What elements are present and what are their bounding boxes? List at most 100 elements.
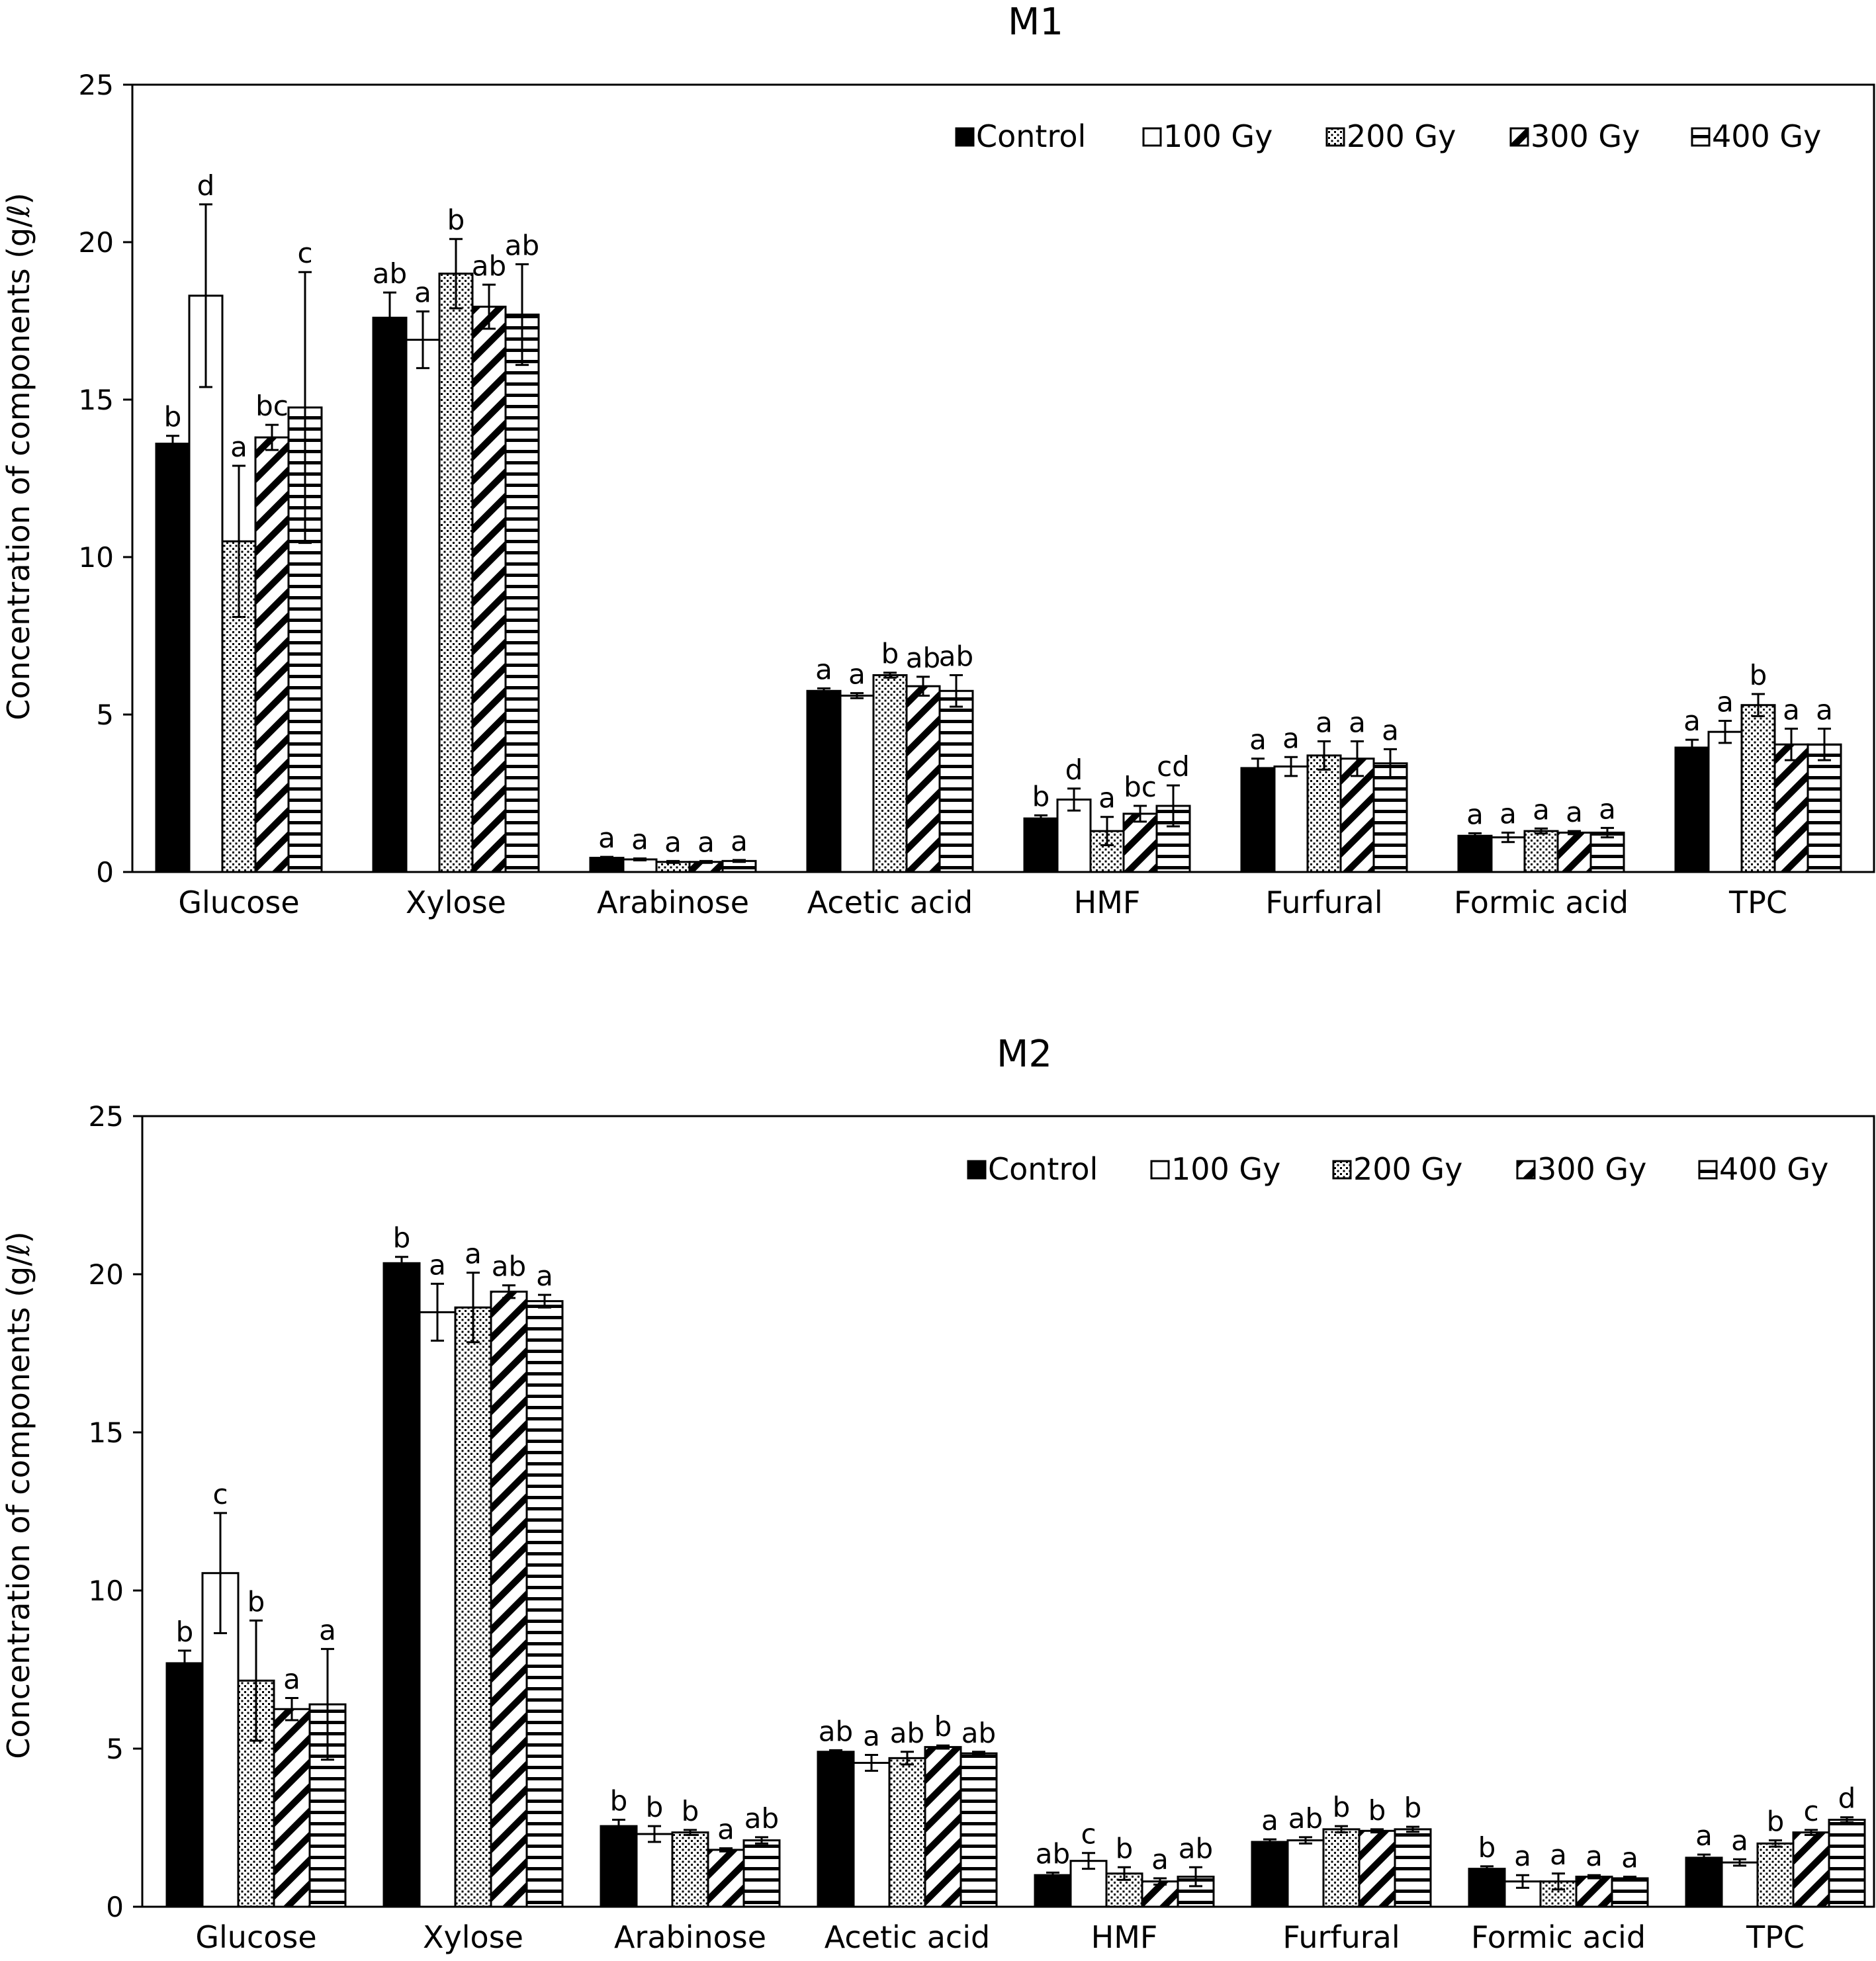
y-tick-label: 15 xyxy=(79,384,114,416)
error-bar xyxy=(416,310,429,369)
error-bar xyxy=(1752,693,1765,717)
bar-400-gy-acetic-acid xyxy=(938,689,974,873)
bar-100-gy-acetic-acid xyxy=(839,694,875,873)
significance-letter: a xyxy=(1098,782,1116,814)
error-bar xyxy=(502,1284,515,1299)
bar-300-gy-glucose xyxy=(254,436,290,873)
error-bar xyxy=(600,855,613,860)
significance-letter: a xyxy=(1717,686,1734,719)
bar-control-formic-acid xyxy=(1457,834,1493,873)
error-bar xyxy=(1251,758,1265,779)
error-bar xyxy=(699,859,713,864)
significance-letter: a xyxy=(1151,1843,1169,1876)
legend-swatch xyxy=(1691,127,1711,147)
y-tick-label: 5 xyxy=(106,1733,124,1765)
significance-letter: a xyxy=(536,1260,553,1292)
y-tick-label: 10 xyxy=(89,1575,124,1607)
significance-letter: ab xyxy=(1179,1832,1213,1864)
category-label: HMF xyxy=(1091,1919,1158,1955)
bar-300-gy-tpc xyxy=(1773,743,1809,873)
bar-300-gy-furfural xyxy=(1358,1829,1396,1908)
error-bar xyxy=(1480,1865,1494,1872)
significance-letter: a xyxy=(1586,1840,1603,1872)
bar-100-gy-tpc xyxy=(1720,1861,1759,1908)
significance-letter: b xyxy=(1404,1792,1422,1824)
significance-letter: a xyxy=(731,825,748,857)
bar-400-gy-xylose xyxy=(525,1300,564,1908)
significance-letter: a xyxy=(815,653,832,685)
error-bar xyxy=(1034,814,1048,823)
error-bar xyxy=(719,1847,733,1852)
y-tick-label: 15 xyxy=(89,1416,124,1449)
category-label: Glucose xyxy=(178,885,299,920)
error-bar xyxy=(1568,830,1581,836)
category-label: Xylose xyxy=(423,1919,523,1955)
bar-300-gy-glucose xyxy=(273,1708,311,1908)
error-bar xyxy=(1697,1853,1711,1862)
bar-200-gy-acetic-acid xyxy=(888,1757,926,1908)
significance-letter: a xyxy=(429,1248,446,1281)
legend-label: Control xyxy=(976,118,1086,154)
significance-letter: a xyxy=(1349,706,1366,738)
error-bar xyxy=(1370,1828,1384,1834)
legend-label: 300 Gy xyxy=(1531,118,1640,154)
bar-300-gy-xylose xyxy=(471,306,507,873)
bar-control-xylose xyxy=(372,316,408,873)
error-bar xyxy=(1406,1825,1419,1833)
significance-letter: a xyxy=(1466,798,1484,830)
category-label: Formic acid xyxy=(1454,885,1629,920)
y-tick-label: 10 xyxy=(79,541,114,574)
legend-swatch xyxy=(1516,1160,1536,1180)
significance-letter: a xyxy=(1514,1840,1531,1872)
significance-letter: a xyxy=(1783,693,1800,726)
error-bar xyxy=(1785,727,1798,762)
legend-swatch xyxy=(1150,1160,1170,1180)
bar-100-gy-furfural xyxy=(1286,1839,1325,1908)
error-bar xyxy=(1046,1871,1059,1879)
bar-control-hmf xyxy=(1034,1874,1072,1908)
error-bar xyxy=(1719,720,1732,744)
legend-swatch xyxy=(1698,1160,1718,1180)
legend-item-400-gy: 400 Gy xyxy=(1698,1151,1828,1187)
error-bar xyxy=(865,1754,878,1772)
error-bar xyxy=(1299,1836,1312,1845)
bar-control-acetic-acid xyxy=(806,689,842,873)
bar-200-gy-furfural xyxy=(1306,754,1342,873)
error-bar xyxy=(1468,832,1482,840)
bar-400-gy-xylose xyxy=(504,313,540,873)
significance-letter: a xyxy=(1382,714,1399,746)
bar-200-gy-xylose xyxy=(438,273,474,873)
error-bar xyxy=(1284,756,1298,777)
y-tick-label: 20 xyxy=(89,1258,124,1291)
category-label: Acetic acid xyxy=(807,885,973,920)
significance-letter: c xyxy=(212,1478,228,1510)
significance-letter: d xyxy=(1065,754,1083,786)
error-bar xyxy=(1153,1877,1167,1886)
error-bar xyxy=(1601,826,1614,839)
error-bar xyxy=(199,203,212,388)
category-label: Furfural xyxy=(1282,1919,1400,1955)
category-labels: Glucose Xylose Arabinose Acetic acid HMF Furf… xyxy=(178,885,1787,920)
legend-swatch xyxy=(1332,1160,1352,1180)
error-bar xyxy=(383,291,396,344)
legend-label: 400 Gy xyxy=(1712,118,1821,154)
significance-letter: a xyxy=(1695,1819,1713,1852)
legend-label: 200 Gy xyxy=(1353,1151,1462,1187)
bar-control-formic-acid xyxy=(1468,1868,1506,1908)
bar-control-acetic-acid xyxy=(817,1751,855,1908)
bar-100-gy-xylose xyxy=(418,1311,457,1908)
error-bar xyxy=(467,1272,480,1344)
significance-letter: b xyxy=(1368,1794,1386,1827)
error-bar xyxy=(214,1512,227,1635)
legend-item-300-gy: 300 Gy xyxy=(1516,1151,1646,1187)
bar-300-gy-formic-acid xyxy=(1556,832,1592,873)
error-bar xyxy=(249,1619,263,1742)
significance-letter: b xyxy=(1767,1806,1785,1838)
error-bar xyxy=(817,687,830,695)
error-bar xyxy=(755,1836,768,1845)
error-bar xyxy=(1351,740,1364,777)
error-bar xyxy=(1552,1872,1565,1891)
bar-control-glucose xyxy=(155,443,191,873)
legend-swatch xyxy=(967,1160,987,1180)
